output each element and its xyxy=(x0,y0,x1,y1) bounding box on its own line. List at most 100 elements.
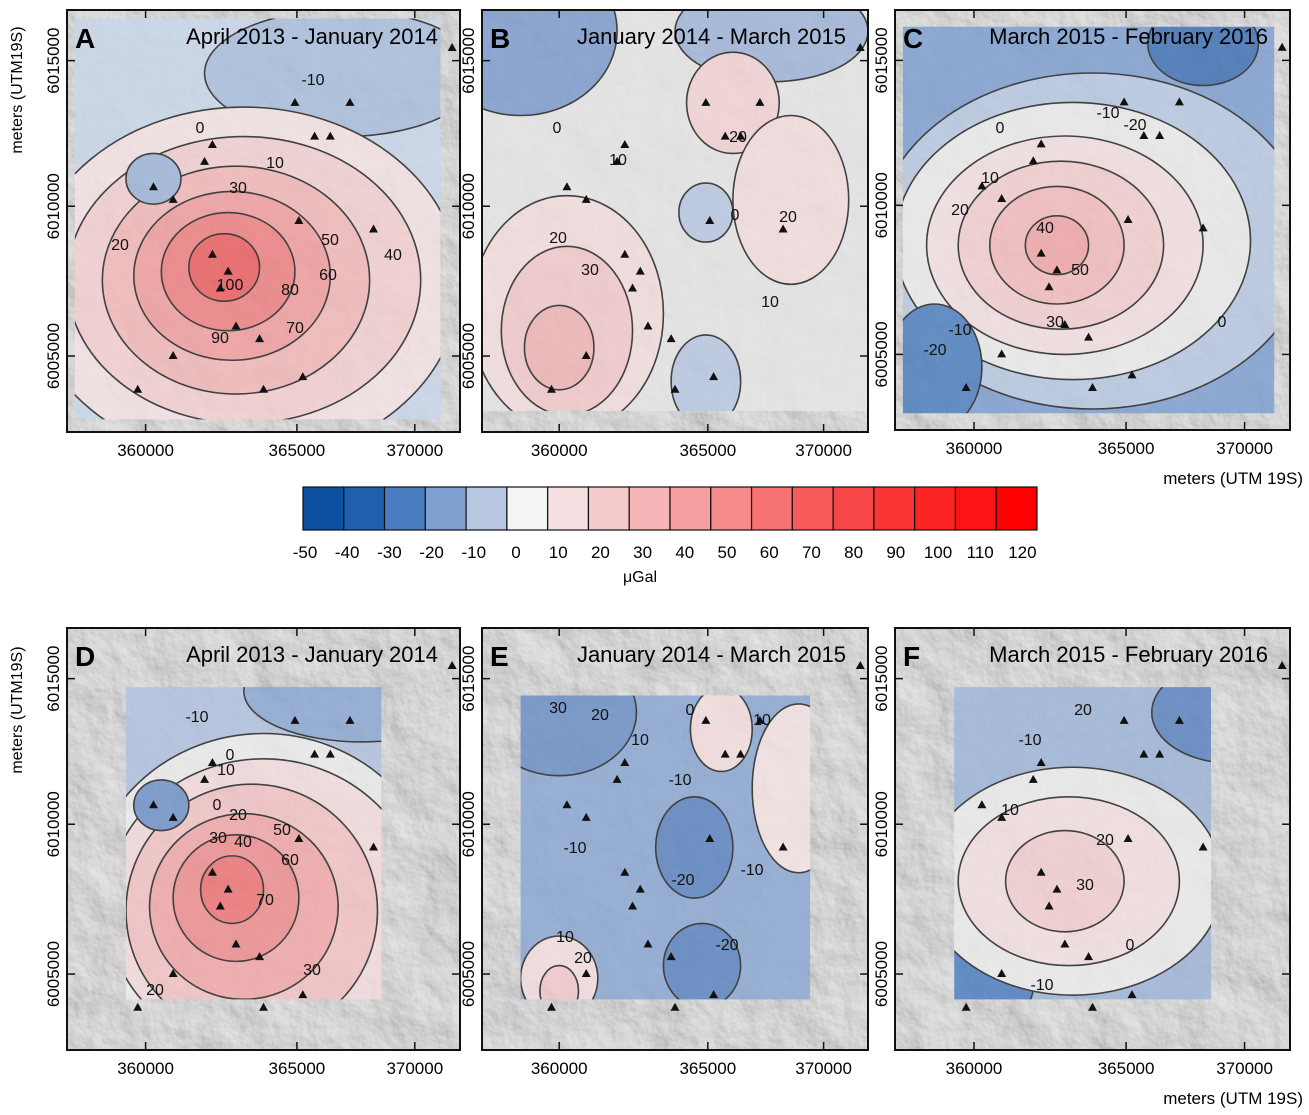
contour-label: 30 xyxy=(1076,877,1094,894)
y-tick-label: 6015000 xyxy=(44,28,63,94)
contour-label: 30 xyxy=(303,962,321,979)
contour-label: 10 xyxy=(753,712,771,729)
contour-label: -10 xyxy=(740,862,763,879)
contour xyxy=(733,115,849,284)
colorbar-tick-label: 70 xyxy=(802,543,821,562)
colorbar-swatch xyxy=(425,487,466,530)
y-axis-title: meters (UTM19S) xyxy=(9,26,26,153)
contour-label: 20 xyxy=(549,230,567,247)
contour-label: 30 xyxy=(229,180,247,197)
colorbar-swatch xyxy=(792,487,833,530)
panel-letter: C xyxy=(903,23,923,54)
y-tick-label: 6005000 xyxy=(459,941,478,1007)
contour-label: 10 xyxy=(981,170,999,187)
x-tick-label: 365000 xyxy=(1098,1059,1155,1078)
contour-label: -10 xyxy=(301,72,324,89)
panel-letter: E xyxy=(490,641,509,672)
contour-label: 20 xyxy=(111,237,129,254)
colorbar-swatch xyxy=(996,487,1037,530)
colorbar-tick-label: 30 xyxy=(633,543,652,562)
contour-label: 80 xyxy=(281,282,299,299)
x-tick-label: 365000 xyxy=(269,1059,326,1078)
contour-label: 30 xyxy=(581,262,599,279)
colorbar-tick-label: 60 xyxy=(760,543,779,562)
colorbar-tick-label: 90 xyxy=(886,543,905,562)
y-tick-label: 6015000 xyxy=(872,646,891,712)
contour-label: 10 xyxy=(1001,802,1019,819)
contour xyxy=(201,856,264,924)
colorbar-swatch xyxy=(588,487,629,530)
contour-label: 0 xyxy=(213,797,222,814)
y-tick-label: 6015000 xyxy=(459,28,478,94)
contour-label: 30 xyxy=(1046,314,1064,331)
contour-label: -10 xyxy=(948,322,971,339)
contour xyxy=(134,780,189,831)
colorbar-swatch xyxy=(955,487,996,530)
x-tick-label: 370000 xyxy=(386,441,443,460)
x-tick-label: 365000 xyxy=(1098,439,1155,458)
contour-label: 0 xyxy=(996,120,1005,137)
contour-label: 100 xyxy=(217,277,244,294)
colorbar-tick-label: -20 xyxy=(419,543,444,562)
contour-label: 40 xyxy=(234,834,252,851)
x-tick-label: 365000 xyxy=(679,441,736,460)
y-tick-label: 6010000 xyxy=(459,173,478,239)
contour-label: 40 xyxy=(384,247,402,264)
contour-label: 20 xyxy=(229,807,247,824)
colorbar-tick-label: 10 xyxy=(549,543,568,562)
contour-label: -20 xyxy=(923,342,946,359)
contour-label: -10 xyxy=(668,772,691,789)
contour-label: 20 xyxy=(951,202,969,219)
contour xyxy=(524,305,593,389)
colorbar-swatch xyxy=(303,487,344,530)
y-tick-label: 6010000 xyxy=(44,173,63,239)
colorbar-swatch xyxy=(507,487,548,530)
y-tick-label: 6010000 xyxy=(872,172,891,238)
colorbar-swatch xyxy=(915,487,956,530)
contour xyxy=(690,687,752,771)
contour-label: -10 xyxy=(185,709,208,726)
contour-label: 20 xyxy=(591,707,609,724)
contour-label: 0 xyxy=(1126,937,1135,954)
contour-label: 10 xyxy=(609,152,627,169)
colorbar-tick-label: 0 xyxy=(511,543,520,562)
x-tick-label: 360000 xyxy=(117,441,174,460)
contour-label: 90 xyxy=(211,330,229,347)
x-tick-label: 360000 xyxy=(946,1059,1003,1078)
colorbar-tick-label: -50 xyxy=(293,543,318,562)
panel-letter: A xyxy=(75,23,95,54)
contour-label: 0 xyxy=(1218,314,1227,331)
colorbar-swatch xyxy=(670,487,711,530)
x-tick-label: 370000 xyxy=(795,441,852,460)
y-tick-label: 6015000 xyxy=(872,27,891,93)
x-tick-label: 360000 xyxy=(531,441,588,460)
x-tick-label: 365000 xyxy=(679,1059,736,1078)
contour-label: 20 xyxy=(1096,832,1114,849)
x-tick-label: 365000 xyxy=(269,441,326,460)
y-axis-title: meters (UTM19S) xyxy=(9,646,26,773)
contour-label: -10 xyxy=(1096,105,1119,122)
x-axis-title: meters (UTM 19S) xyxy=(1163,469,1303,488)
contour-label: 30 xyxy=(209,830,227,847)
contour-label: 60 xyxy=(319,267,337,284)
panel-title: April 2013 - January 2014 xyxy=(186,642,438,667)
y-tick-label: 6010000 xyxy=(44,791,63,857)
y-tick-label: 6015000 xyxy=(459,646,478,712)
panel-title: April 2013 - January 2014 xyxy=(186,24,438,49)
panel-letter: F xyxy=(903,641,920,672)
panel-title: March 2015 - February 2016 xyxy=(989,24,1268,49)
x-tick-label: 370000 xyxy=(795,1059,852,1078)
colorbar-swatch xyxy=(466,487,507,530)
contour-label: -10 xyxy=(1018,732,1041,749)
colorbar-tick-label: -10 xyxy=(462,543,487,562)
contour-label: 50 xyxy=(273,822,291,839)
panel-title: January 2014 - March 2015 xyxy=(577,642,846,667)
contour-label: -10 xyxy=(563,840,586,857)
x-tick-label: 360000 xyxy=(946,439,1003,458)
